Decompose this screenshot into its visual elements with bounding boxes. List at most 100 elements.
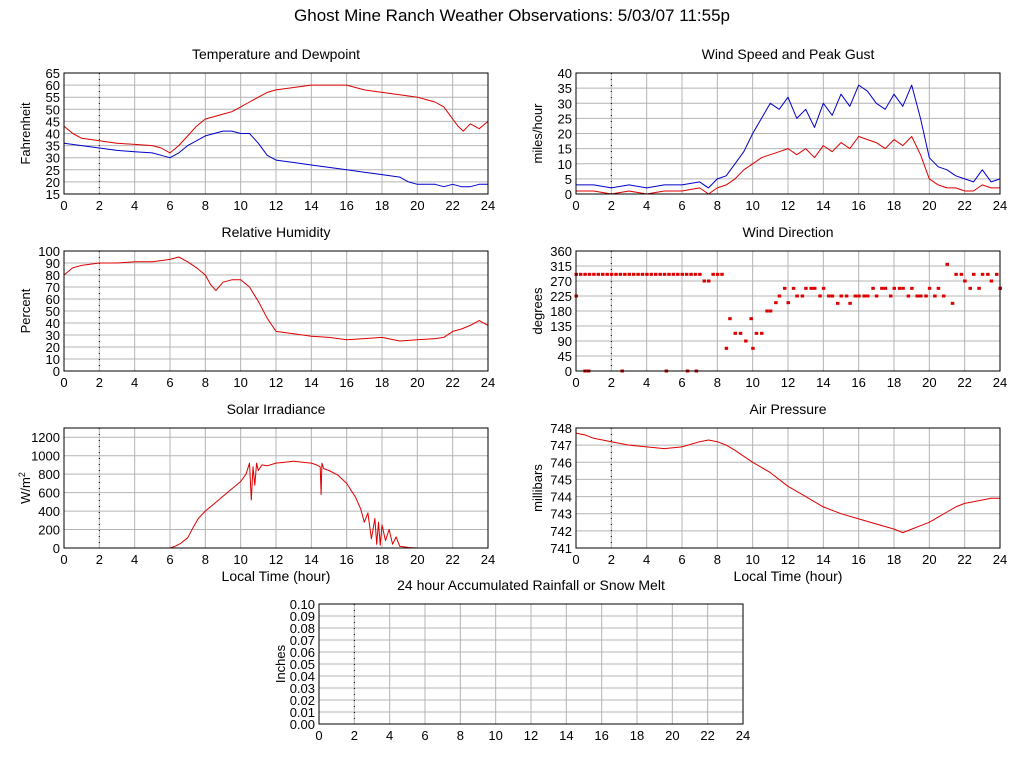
temperature-xtick-label: 10	[233, 198, 247, 213]
wind-direction-point	[848, 301, 852, 305]
wind-direction-point	[906, 294, 911, 298]
humidity-xtick-label: 18	[375, 375, 389, 390]
humidity-xtick-label: 8	[202, 375, 209, 390]
wind-direction-frame	[575, 250, 1001, 372]
wind-direction-point	[950, 301, 955, 305]
wind-speed-xtick-label: 8	[714, 198, 721, 213]
wind-speed-xtick-label: 20	[922, 198, 936, 213]
wind-direction-point	[980, 272, 985, 276]
wind-speed-xtick-label: 18	[887, 198, 901, 213]
humidity-ylabel: Percent	[18, 288, 33, 333]
wind-speed-ytick-label: 25	[558, 111, 572, 126]
pressure-xtick-label: 0	[572, 552, 579, 567]
wind-speed-ytick-label: 35	[558, 81, 572, 96]
wind-speed-xtick-label: 24	[993, 198, 1007, 213]
temperature-ytick-label: 50	[46, 102, 60, 117]
wind-direction-point	[592, 272, 596, 276]
solar-ylabel-superscript: 2	[17, 472, 27, 477]
wind-speed-xtick-label: 6	[678, 198, 685, 213]
wind-direction-xtick-label: 2	[608, 375, 615, 390]
wind-direction-xtick-label: 0	[572, 375, 579, 390]
wind-direction-point	[901, 286, 905, 290]
pressure-series-0	[575, 432, 1000, 534]
wind-direction-point	[645, 272, 649, 276]
wind-direction-xtick-label: 12	[781, 375, 795, 390]
wind-direction-point	[711, 272, 715, 276]
wind-direction-ytick-label: 180	[550, 304, 572, 319]
wind-direction-point	[853, 294, 858, 298]
wind-direction-ylabel: degrees	[530, 287, 545, 334]
temperature-xtick-label: 24	[481, 198, 495, 213]
wind-direction-point	[804, 286, 808, 290]
wind-direction-ytick-label: 45	[558, 349, 572, 364]
solar-xtick-label: 12	[269, 552, 283, 567]
solar-xtick-label: 24	[481, 552, 495, 567]
temperature-ytick-label: 65	[46, 66, 60, 81]
temperature-ytick-label: 25	[46, 163, 60, 178]
pressure-xtick-label: 12	[781, 552, 795, 567]
humidity-xtick-label: 24	[481, 375, 495, 390]
rain-xtick-label: 4	[386, 728, 393, 743]
wind-direction-point	[733, 331, 737, 335]
pressure-ytick-label: 748	[550, 421, 572, 436]
wind-direction-point	[693, 272, 698, 276]
solar-chart: 0 2 4 6 8 10 12 14 16 18 20 22 240200400600800100012…	[17, 401, 495, 584]
humidity-ytick-label: 30	[46, 328, 60, 343]
wind-direction-point	[809, 286, 813, 290]
wind-direction-xtick-label: 8	[714, 375, 721, 390]
wind-speed-xtick-label: 14	[816, 198, 830, 213]
wind-direction-point	[866, 294, 870, 298]
wind-direction-xtick-label: 22	[957, 375, 971, 390]
wind-direction-point	[751, 346, 755, 350]
temperature-xtick-label: 14	[304, 198, 318, 213]
rain-ytick-label: 0.09	[290, 609, 315, 624]
humidity-ytick-label: 60	[46, 292, 60, 307]
pressure-xtick-label: 10	[745, 552, 759, 567]
wind-direction-point	[862, 294, 866, 298]
wind-direction-point	[777, 294, 782, 298]
pressure-xtick-label: 14	[816, 552, 830, 567]
rain-xtick-label: 6	[421, 728, 428, 743]
wind-direction-point	[609, 272, 614, 276]
wind-direction-point	[989, 279, 994, 283]
rain-ytick-label: 0.08	[290, 621, 315, 636]
wind-direction-point	[959, 272, 964, 276]
pressure-ytick-label: 747	[550, 438, 572, 453]
temperature-ytick-label: 55	[46, 90, 60, 105]
wind-speed-ytick-label: 20	[558, 127, 572, 142]
rain-ytick-label: 0.03	[290, 681, 315, 696]
pressure-ytick-label: 746	[550, 455, 572, 470]
wind-direction-point	[640, 272, 645, 276]
wind-direction-point	[601, 272, 605, 276]
rain-ytick-label: 0.01	[290, 705, 315, 720]
wind-direction-point	[827, 294, 831, 298]
solar-title: Solar Irradiance	[227, 401, 326, 417]
wind-direction-point	[839, 294, 843, 298]
pressure-title: Air Pressure	[749, 401, 826, 417]
wind-direction-point	[818, 294, 822, 298]
temperature-xtick-label: 22	[445, 198, 459, 213]
wind-direction-point	[671, 272, 676, 276]
wind-direction-point	[614, 272, 618, 276]
humidity-frame	[63, 250, 489, 372]
wind-speed-ytick-label: 15	[558, 142, 572, 157]
rain-ytick-label: 0.04	[290, 669, 315, 684]
rain-ytick-label: 0.05	[290, 657, 315, 672]
wind-direction-point	[774, 301, 778, 305]
temperature-ytick-label: 60	[46, 78, 60, 93]
wind-direction-point	[744, 339, 748, 343]
wind-direction-point	[587, 272, 592, 276]
rain-xtick-label: 2	[351, 728, 358, 743]
wind-direction-title: Wind Direction	[742, 224, 833, 240]
solar-xtick-label: 0	[60, 552, 67, 567]
humidity-xtick-label: 16	[339, 375, 353, 390]
solar-xlabel: Local Time (hour)	[222, 568, 331, 584]
wind-direction-chart: 0 2 4 6 8 10 12 14 16 18 20 22 240459013518022527031…	[530, 224, 1007, 390]
wind-direction-point	[720, 272, 724, 276]
humidity-xtick-label: 6	[166, 375, 173, 390]
wind-direction-point	[680, 272, 684, 276]
solar-ytick-label: 0	[53, 541, 60, 556]
temperature-xtick-label: 20	[410, 198, 424, 213]
wind-direction-point	[871, 286, 875, 290]
pressure-xtick-label: 18	[887, 552, 901, 567]
